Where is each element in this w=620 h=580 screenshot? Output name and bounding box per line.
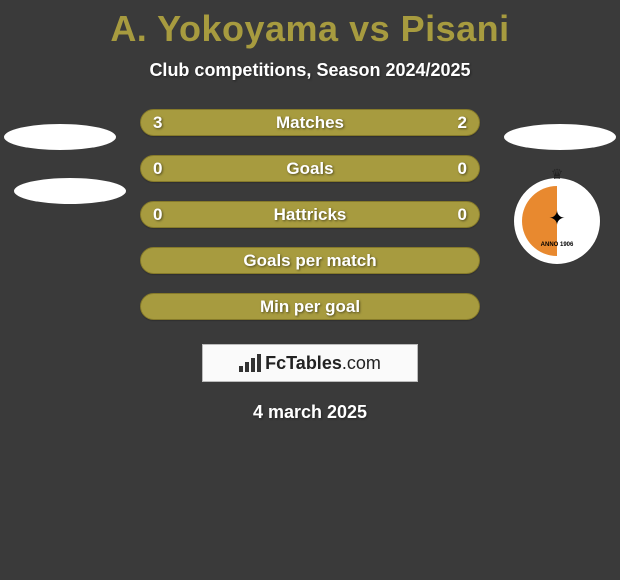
page-title: A. Yokoyama vs Pisani bbox=[110, 8, 509, 50]
subtitle: Club competitions, Season 2024/2025 bbox=[149, 60, 470, 81]
stat-row-hattricks: 0 Hattricks 0 bbox=[140, 201, 480, 228]
player-left-avatar bbox=[4, 124, 116, 150]
crown-icon: ♛ bbox=[551, 166, 564, 183]
badge-inner: ✦ ANNO 1906 bbox=[522, 186, 592, 256]
stat-row-goals: 0 Goals 0 bbox=[140, 155, 480, 182]
stat-value-left: 0 bbox=[153, 205, 162, 225]
branding-box[interactable]: FcTables.com bbox=[202, 344, 418, 382]
eagle-icon: ✦ bbox=[549, 206, 566, 231]
stat-value-left: 0 bbox=[153, 159, 162, 179]
stat-value-right: 0 bbox=[458, 205, 467, 225]
player-right-avatar bbox=[504, 124, 616, 150]
stat-label: Matches bbox=[276, 113, 344, 133]
bars-icon bbox=[239, 354, 261, 372]
stat-rows: 3 Matches 2 0 Goals 0 0 Hattricks 0 Goal… bbox=[140, 109, 480, 320]
stat-row-mpg: Min per goal bbox=[140, 293, 480, 320]
date-label: 4 march 2025 bbox=[253, 402, 367, 423]
player-right-club-badge: ♛ ✦ ANNO 1906 bbox=[514, 178, 600, 264]
badge-year: ANNO 1906 bbox=[522, 242, 592, 248]
branding-bold: FcTables bbox=[265, 353, 342, 373]
branding-light: .com bbox=[342, 353, 381, 373]
stat-label: Goals bbox=[286, 159, 333, 179]
stat-label: Goals per match bbox=[243, 251, 376, 271]
player-left-club-badge bbox=[14, 178, 126, 204]
stat-value-right: 0 bbox=[458, 159, 467, 179]
comparison-card: A. Yokoyama vs Pisani Club competitions,… bbox=[0, 0, 620, 580]
branding-text: FcTables.com bbox=[265, 353, 381, 374]
stat-label: Min per goal bbox=[260, 297, 360, 317]
stat-value-right: 2 bbox=[458, 113, 467, 133]
stat-row-gpm: Goals per match bbox=[140, 247, 480, 274]
stat-value-left: 3 bbox=[153, 113, 162, 133]
stat-label: Hattricks bbox=[274, 205, 347, 225]
stat-row-matches: 3 Matches 2 bbox=[140, 109, 480, 136]
